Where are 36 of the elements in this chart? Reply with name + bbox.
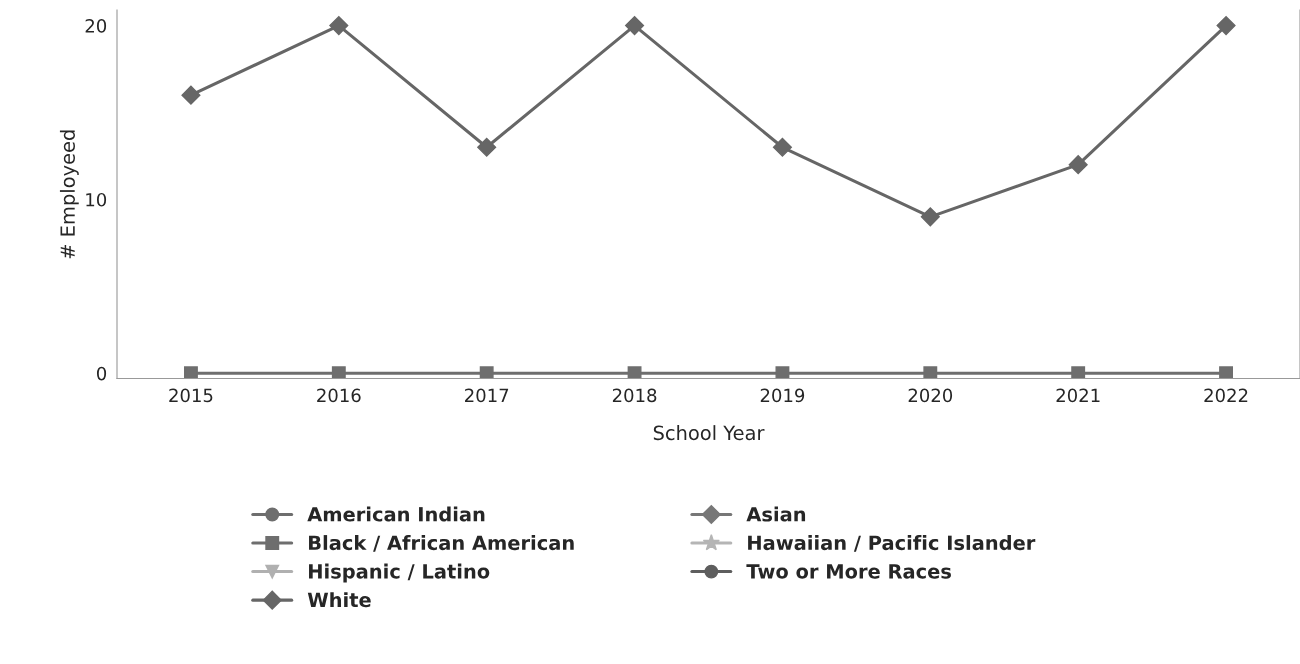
point [1071,366,1086,379]
point [920,207,940,227]
point [1216,16,1236,36]
point [331,366,346,379]
point [181,85,201,105]
point [1219,366,1234,379]
point [183,366,198,379]
point [923,366,938,379]
y-tick-label: 10 [86,192,107,207]
point [772,137,792,157]
legend-label: White [307,592,371,608]
legend-label: Black / African American [309,535,574,552]
x-tick-label: 2017 [465,388,509,403]
point [627,366,642,379]
y-tick-label: 20 [85,19,107,33]
legend-label: Two or More Races [746,564,951,579]
point [625,16,645,36]
x-tick-label: 2020 [908,388,953,403]
x-axis-title: School Year [653,425,765,441]
legend-label: Hawaiian / Pacific Islander [748,535,1036,552]
x-tick-label: 2016 [317,388,361,403]
x-tick-label: 2015 [169,388,213,403]
point [775,366,790,379]
y-tick-label: 0 [96,366,107,381]
point [329,16,349,36]
legend-label: American Indian [307,506,485,522]
point [479,366,494,379]
x-tick-label: 2018 [612,388,657,403]
x-tick-label: 2022 [1204,388,1248,403]
legend-label: Asian [746,506,806,522]
point [1068,155,1088,175]
x-tick-label: 2021 [1056,388,1100,403]
point [477,137,497,157]
legend-label: Hispanic / Latino [309,563,490,583]
x-tick-label: 2019 [760,388,805,403]
y-axis-title: # Employeed [59,130,79,259]
